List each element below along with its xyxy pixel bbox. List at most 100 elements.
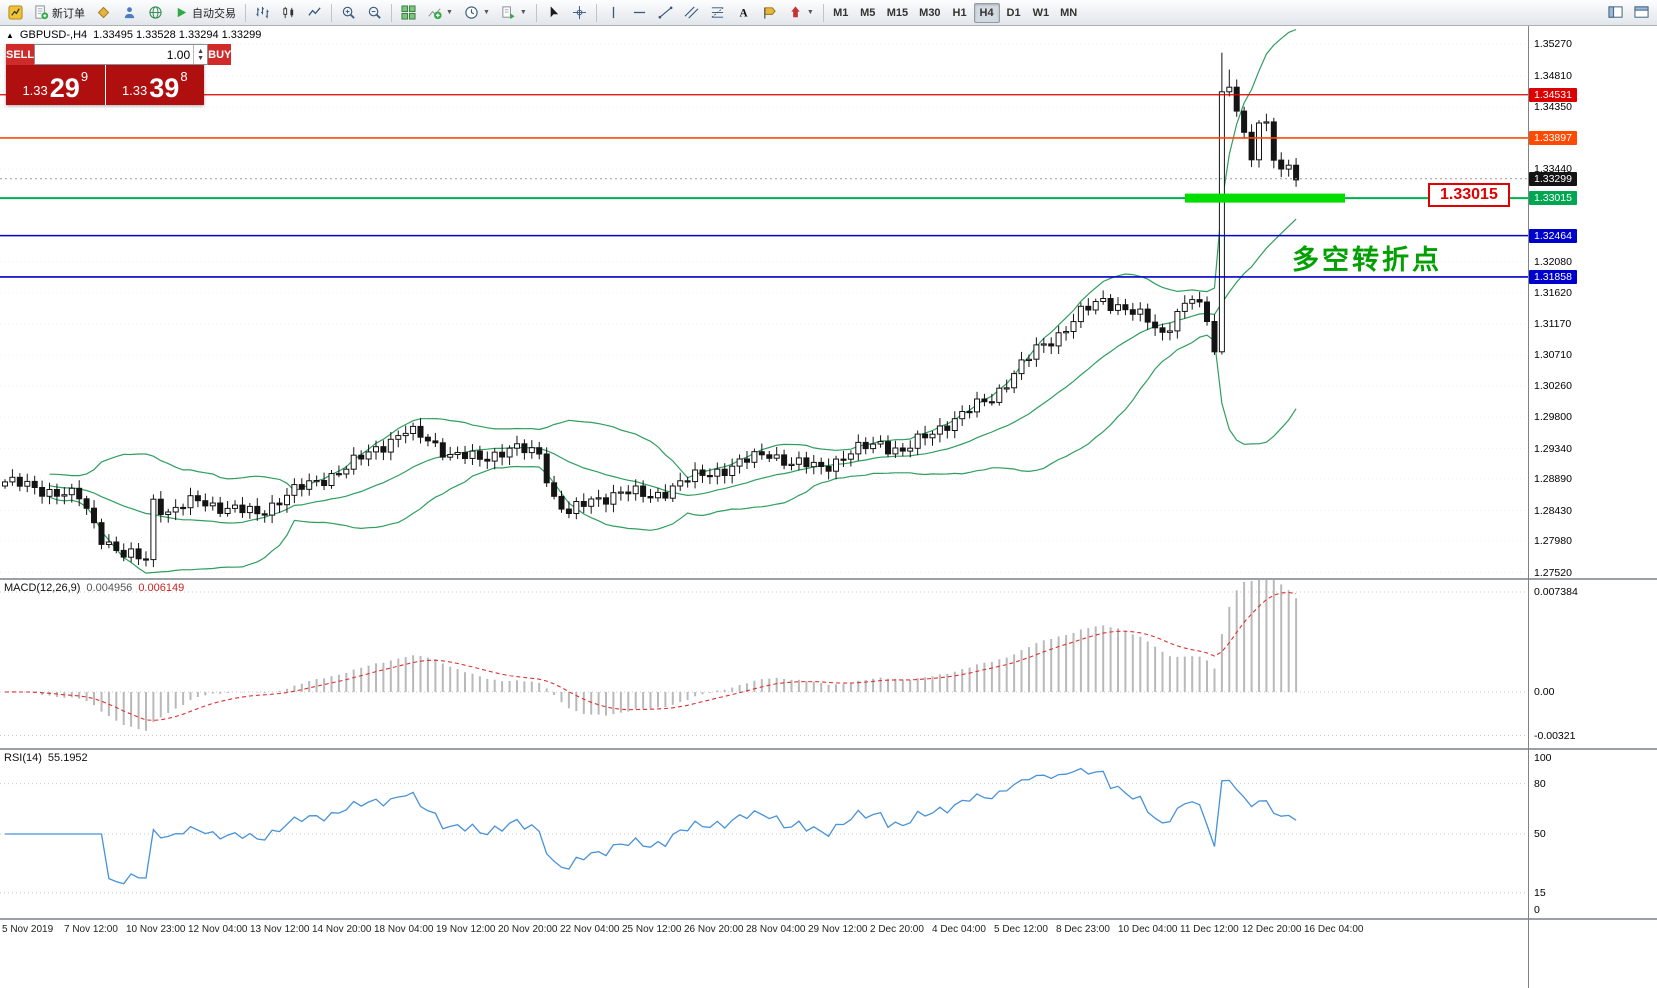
buy-button[interactable]: BUY bbox=[208, 44, 232, 65]
ohlc-values: 1.33495 1.33528 1.33294 1.33299 bbox=[93, 29, 262, 41]
panel-separator[interactable] bbox=[1529, 748, 1657, 750]
web-terminal-button[interactable] bbox=[143, 2, 168, 24]
panel-layout-button[interactable] bbox=[1603, 2, 1628, 24]
timeframe-d1-button[interactable]: D1 bbox=[1006, 6, 1021, 19]
price-chart-canvas[interactable] bbox=[0, 26, 1528, 578]
price-scale-column[interactable]: 1.35270 1.34810 1.34350 1.33440 1.32080 1.316… bbox=[1528, 26, 1657, 988]
new-order-label: 新订单 bbox=[52, 7, 85, 20]
templates-button[interactable]: ▼ bbox=[496, 2, 532, 24]
arrows-button[interactable]: ▼ bbox=[783, 2, 819, 24]
text-button[interactable]: A bbox=[731, 2, 756, 24]
label-flag-icon bbox=[764, 7, 776, 19]
price-badge: 1.33299 bbox=[1529, 171, 1577, 186]
volume-up-icon[interactable]: ▲ bbox=[197, 47, 205, 55]
volume-input[interactable] bbox=[35, 47, 194, 62]
trendline-button[interactable] bbox=[653, 2, 678, 24]
time-label: 14 Nov 20:00 bbox=[312, 924, 372, 935]
chevron-down-icon: ▼ bbox=[482, 9, 490, 16]
toolbar-separator bbox=[391, 3, 392, 22]
horizontal-line-button[interactable] bbox=[627, 2, 652, 24]
main-price-scale[interactable]: 1.35270 1.34810 1.34350 1.33440 1.32080 1.316… bbox=[1529, 26, 1657, 579]
main-chart-panel[interactable]: ▲ GBPUSD-,H4 1.33495 1.33528 1.33294 1.3… bbox=[0, 26, 1528, 578]
buy-price-button[interactable]: 1.33 39 8 bbox=[105, 65, 204, 105]
svg-text:A: A bbox=[739, 8, 748, 20]
line-chart-button[interactable] bbox=[302, 2, 327, 24]
rsi-scale[interactable]: 100 80 50 15 0 bbox=[1529, 750, 1657, 918]
crosshair-button[interactable] bbox=[567, 2, 592, 24]
tile-windows-button[interactable] bbox=[396, 2, 421, 24]
panel-separator[interactable] bbox=[0, 578, 1528, 580]
bar-chart-button[interactable] bbox=[250, 2, 275, 24]
chart-window-icon[interactable] bbox=[3, 2, 28, 24]
toolbar-separator bbox=[535, 3, 537, 22]
label-button[interactable] bbox=[757, 2, 782, 24]
time-label: 18 Nov 04:00 bbox=[374, 924, 434, 935]
timeframe-h1-button[interactable]: H1 bbox=[952, 6, 967, 19]
cursor-button[interactable] bbox=[541, 2, 566, 24]
time-label: 12 Dec 20:00 bbox=[1242, 924, 1302, 935]
time-label: 25 Nov 12:00 bbox=[622, 924, 682, 935]
sell-price-button[interactable]: 1.33 29 9 bbox=[6, 65, 105, 105]
rsi-canvas[interactable] bbox=[0, 750, 1528, 918]
channel-button[interactable] bbox=[679, 2, 704, 24]
vertical-line-icon bbox=[612, 6, 614, 19]
new-order-button[interactable]: 新订单 bbox=[29, 2, 90, 24]
time-axis[interactable]: 5 Nov 2019 7 Nov 12:00 10 Nov 23:00 12 Nov … bbox=[0, 920, 1528, 940]
bar-chart-icon bbox=[256, 6, 269, 19]
price-badge: 1.31858 bbox=[1529, 269, 1577, 284]
timeframe-mn-button[interactable]: MN bbox=[1060, 6, 1078, 19]
crosshair-icon bbox=[572, 5, 586, 20]
community-button[interactable] bbox=[117, 2, 142, 24]
panel-separator[interactable] bbox=[0, 748, 1528, 750]
time-label: 5 Nov 2019 bbox=[2, 924, 54, 935]
zoom-out-button[interactable] bbox=[362, 2, 387, 24]
panel-separator[interactable] bbox=[0, 918, 1528, 920]
chevron-down-icon: ▼ bbox=[446, 9, 453, 16]
tile-windows-icon bbox=[401, 5, 416, 20]
profiles-button[interactable] bbox=[91, 2, 116, 24]
price-tick: 50 bbox=[1534, 828, 1546, 840]
macd-panel[interactable]: MACD(12,26,9) 0.004956 0.006149 bbox=[0, 580, 1528, 748]
chart-workspace: ▲ GBPUSD-,H4 1.33495 1.33528 1.33294 1.3… bbox=[0, 26, 1657, 988]
toolbar-separator bbox=[595, 3, 597, 22]
timeframe-h4-button[interactable]: H4 bbox=[973, 2, 1000, 23]
timeframe-m5-button[interactable]: M5 bbox=[860, 6, 876, 19]
time-label: 29 Nov 12:00 bbox=[808, 924, 868, 935]
volume-down-icon[interactable]: ▼ bbox=[197, 54, 205, 62]
panel-separator[interactable] bbox=[1529, 578, 1657, 580]
vertical-line-button[interactable] bbox=[601, 2, 626, 24]
price-tick: 1.32080 bbox=[1534, 255, 1572, 268]
auto-trading-button[interactable]: 自动交易 bbox=[169, 2, 241, 24]
timeframe-m1-button[interactable]: M1 bbox=[833, 6, 849, 19]
macd-scale[interactable]: 0.007384 0.00 -0.00321 bbox=[1529, 580, 1657, 748]
price-tick: 1.28890 bbox=[1534, 473, 1572, 486]
play-icon bbox=[177, 7, 187, 18]
candlestick-chart-button[interactable] bbox=[276, 2, 301, 24]
zoom-in-button[interactable] bbox=[336, 2, 361, 24]
sell-button[interactable]: SELL bbox=[6, 44, 35, 65]
fibonacci-button[interactable] bbox=[705, 2, 730, 24]
price-badge: 1.33897 bbox=[1529, 130, 1577, 145]
volume-stepper: ▲ ▼ bbox=[193, 45, 207, 64]
price-tick: 1.30260 bbox=[1534, 379, 1572, 392]
turning-point-annotation[interactable]: 多空转折点 bbox=[1292, 245, 1442, 276]
timeframe-m30-button[interactable]: M30 bbox=[919, 6, 941, 19]
time-label: 12 Nov 04:00 bbox=[188, 924, 248, 935]
main-toolbar: 新订单 自动交易 ▼ ▼ ▼ bbox=[0, 0, 1657, 26]
time-label: 2 Dec 20:00 bbox=[870, 924, 924, 935]
price-tick: 1.28430 bbox=[1534, 504, 1572, 517]
timeframe-group: M1 M5 M15 M30 H1 H4 D1 W1 MN bbox=[828, 2, 1082, 23]
timeframe-m15-button[interactable]: M15 bbox=[886, 6, 909, 19]
price-tick: 80 bbox=[1534, 777, 1546, 790]
timeframe-w1-button[interactable]: W1 bbox=[1032, 6, 1050, 19]
level-price-label[interactable]: 1.33015 bbox=[1428, 183, 1510, 207]
buy-price-pips: 39 bbox=[149, 73, 180, 103]
rsi-panel[interactable]: RSI(14) 55.1952 bbox=[0, 750, 1528, 918]
collapse-icon[interactable]: ▲ bbox=[6, 30, 14, 40]
periods-button[interactable]: ▼ bbox=[459, 2, 495, 24]
macd-canvas[interactable] bbox=[0, 580, 1528, 748]
indicators-button[interactable]: ▼ bbox=[422, 2, 458, 24]
window-list-icon bbox=[1634, 6, 1649, 18]
panel-separator[interactable] bbox=[1529, 918, 1657, 920]
window-list-button[interactable] bbox=[1629, 2, 1654, 24]
